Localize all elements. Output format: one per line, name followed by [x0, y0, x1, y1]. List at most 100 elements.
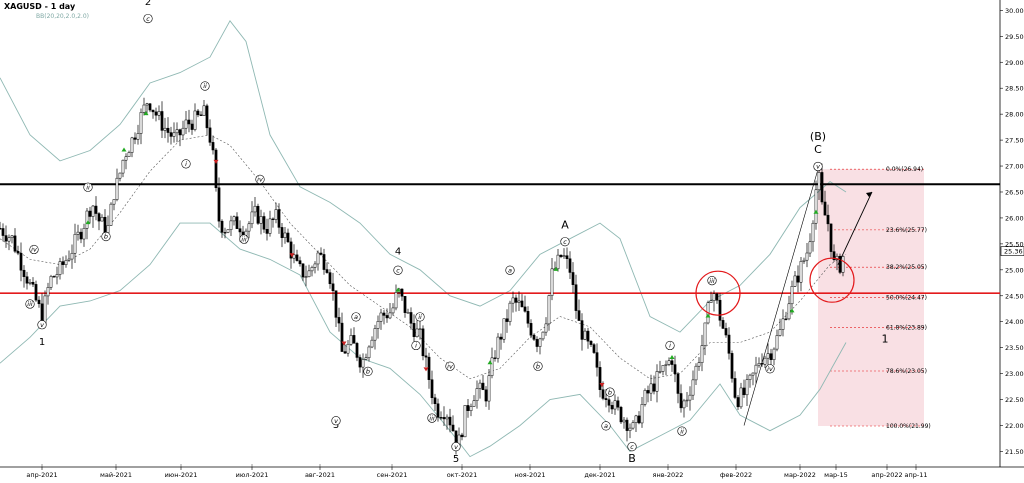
candle-body [802, 259, 806, 262]
candle-body [496, 336, 500, 359]
candle-body [661, 365, 665, 372]
candle-body [253, 205, 257, 213]
candle-body [400, 288, 404, 297]
candle-body [520, 300, 524, 308]
candle-body [289, 241, 293, 259]
candle-body [514, 297, 518, 303]
candle-body [277, 209, 281, 228]
candle-body [31, 282, 35, 285]
candle-body [223, 232, 227, 234]
candle-body [448, 416, 452, 426]
fib-label: 61.8%(23.89) [886, 324, 927, 331]
candle-body [196, 110, 200, 116]
candle-body [7, 237, 11, 242]
candle-body [73, 234, 77, 254]
buy-signal-arrow [789, 308, 795, 313]
candle-body [778, 329, 782, 336]
candle-body [811, 222, 815, 243]
candle-body [748, 374, 752, 380]
x-tick-label: мар-2022 [784, 471, 816, 479]
candle-body [145, 103, 149, 106]
candle-body [439, 417, 443, 419]
candle-body [385, 315, 389, 319]
candle-body [0, 228, 2, 230]
x-tick-label: ноя-2021 [514, 471, 545, 479]
candle-body [517, 300, 521, 303]
candle-body [691, 379, 695, 396]
candle-body [724, 328, 728, 336]
candle-body [784, 318, 788, 320]
candle-body [130, 137, 134, 153]
wave-label: 3 [333, 420, 339, 431]
candle-body [94, 205, 98, 214]
candle-body [16, 251, 20, 254]
candle-body [322, 254, 326, 270]
sell-signal-arrow [599, 382, 605, 387]
subwave-circle [707, 275, 717, 286]
candle-body [595, 352, 599, 368]
horizontal-levels [0, 183, 1000, 294]
candle-body [631, 422, 635, 429]
candle-body [466, 405, 470, 411]
wave-label: 5 [453, 454, 459, 465]
subwave-label: iii [241, 235, 247, 243]
buy-signal-arrow [143, 111, 149, 116]
candle-body [34, 284, 38, 301]
subwave-circle [665, 340, 675, 351]
candle-body [718, 299, 722, 321]
candle-body [613, 400, 617, 410]
candle-body [328, 272, 332, 285]
candle-body [790, 286, 794, 305]
candle-body [712, 293, 716, 301]
x-tick-label: апр-2022 [871, 471, 902, 479]
candle-body [262, 216, 266, 230]
candle-body [781, 318, 785, 330]
y-tick-label: 22.00 [1005, 422, 1024, 430]
subwave-label: v [454, 443, 458, 451]
highlight-circle [695, 270, 741, 316]
candle-body [463, 405, 467, 438]
candle-body [607, 399, 611, 406]
candle-body [364, 357, 368, 360]
x-tick-label: сен-2021 [377, 471, 408, 479]
x-tick-label: янв-2022 [653, 471, 684, 479]
subwave-label: v [334, 417, 338, 425]
candle-body [442, 417, 446, 420]
candle-body [232, 216, 236, 222]
subwave-circle [813, 161, 823, 172]
sell-signal-arrow [423, 367, 429, 372]
current-price-box [1000, 246, 1024, 256]
candle-body [361, 359, 365, 368]
candle-body [424, 355, 428, 358]
current-price-label: 25.36 [1004, 248, 1023, 256]
y-tick-label: 23.00 [1005, 370, 1024, 378]
subwave-label: b [608, 388, 612, 396]
candle-body [574, 284, 578, 311]
candle-body [559, 254, 563, 257]
y-tick-label: 25.50 [1005, 240, 1024, 248]
candle-body [556, 254, 560, 270]
candle-body [55, 274, 59, 278]
candle-body [526, 311, 530, 324]
candle-body [382, 312, 386, 316]
subwave-label: ii [418, 313, 422, 321]
candle-body [682, 400, 686, 409]
candle-body [502, 318, 506, 340]
candle-body [739, 387, 743, 408]
candle-body [544, 323, 548, 333]
candle-body [199, 114, 203, 116]
subwave-circle [83, 182, 93, 192]
candle-body [826, 214, 830, 225]
candle-body [505, 318, 509, 322]
candle-body [478, 382, 482, 389]
sell-signal-arrow [341, 341, 347, 346]
candle-body [493, 357, 497, 359]
candle-body [259, 216, 263, 224]
candle-body [769, 353, 773, 360]
candle-body [475, 388, 479, 401]
fib-zone: 0.0%(26.94) 23.6%(25.77) 38.2%(25.05) 50.0%… [818, 166, 931, 430]
y-tick-label: 25.00 [1005, 266, 1024, 274]
subwave-circle [533, 361, 543, 371]
candle-body [136, 133, 140, 140]
subwave-label: b [536, 362, 540, 370]
